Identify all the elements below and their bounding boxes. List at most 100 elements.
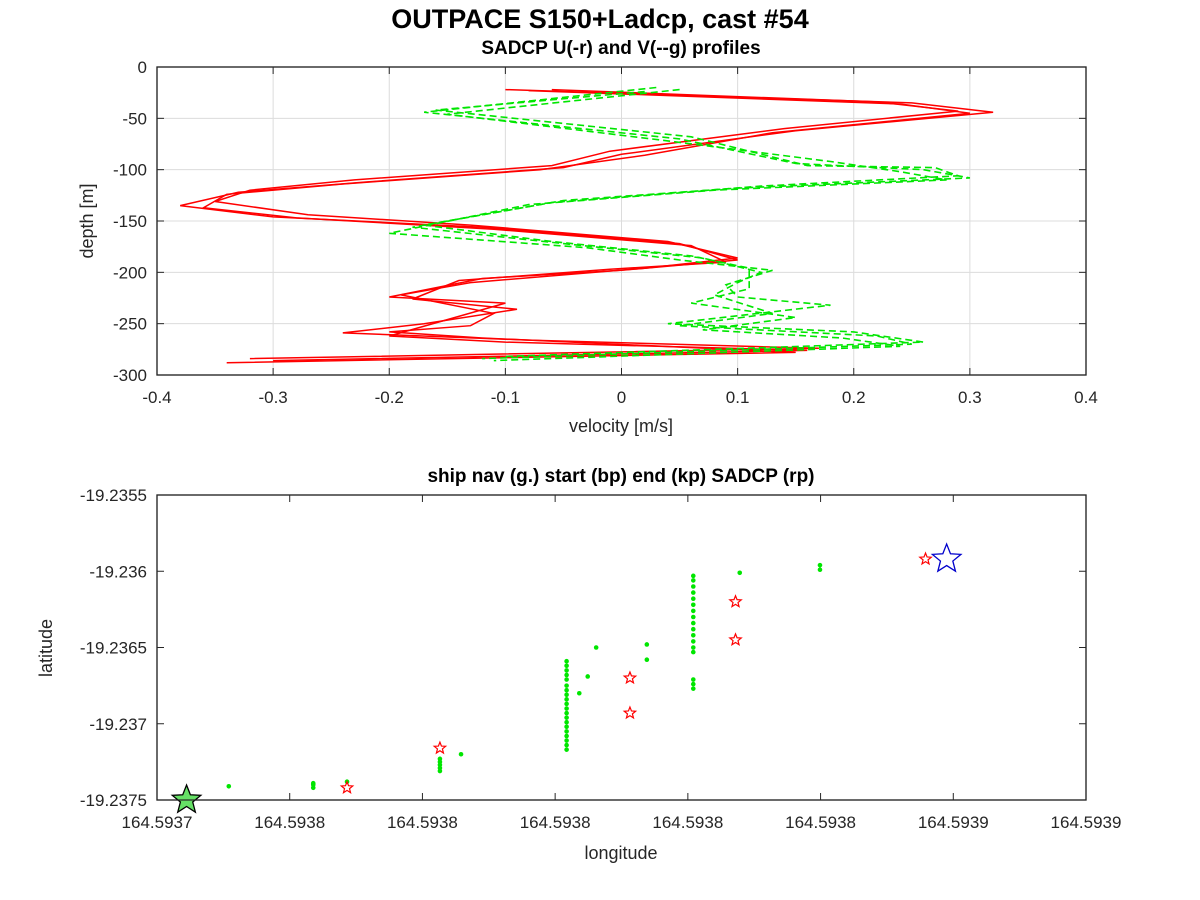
nav-ship-point [690, 584, 696, 589]
nav-ship-point [226, 783, 232, 789]
profile-x-tick-label: 0.1 [726, 388, 750, 407]
nav-ship-point [564, 710, 569, 716]
nav-sadcp-star [918, 551, 933, 566]
profile-x-tick-label: -0.4 [142, 388, 171, 407]
nav-ship-point [564, 733, 569, 739]
nav-y-tick-label: -19.236 [89, 562, 147, 581]
nav-ship-point [310, 785, 316, 791]
nav-ship-point [817, 567, 823, 573]
nav-x-ticks: 164.5937 164.5938 164.5938 164.5938 164.5938… [122, 495, 1122, 832]
nav-ship-point [690, 614, 696, 620]
nav-ship-point [564, 672, 569, 678]
nav-x-tick-label: 164.5938 [652, 813, 723, 832]
nav-ship-point [690, 620, 696, 626]
nav-ship-point [564, 719, 569, 725]
nav-ship-point [690, 645, 696, 650]
nav-ship-point [564, 692, 569, 698]
profile-y-tick-label: -100 [113, 161, 147, 180]
nav-y-tick-label: -19.2355 [80, 486, 147, 505]
profile-u-line [201, 89, 970, 360]
nav-y-tick-label: -19.2365 [80, 639, 147, 658]
nav-ship-point [690, 608, 696, 614]
nav-ship-point [564, 738, 569, 743]
nav-x-tick-label: 164.5938 [254, 813, 325, 832]
nav-sadcp-star [339, 780, 355, 794]
profile-v-line [423, 90, 959, 362]
profile-x-tick-label: 0.4 [1074, 388, 1098, 407]
profile-v-line [389, 88, 947, 358]
nav-ship-point [690, 639, 696, 644]
nav-ship-point [593, 645, 599, 650]
profile-x-tick-label: 0.3 [958, 388, 982, 407]
nav-y-tick-label: -19.2375 [80, 791, 147, 810]
nav-ship-point [690, 596, 696, 601]
nav-y-axis-label: latitude [36, 619, 56, 677]
nav-ship-point [817, 562, 823, 568]
nav-ship-point [585, 674, 591, 679]
profile-x-tick-label: -0.3 [258, 388, 287, 407]
nav-sadcp-star [728, 594, 743, 608]
nav-x-axis-label: longitude [584, 843, 657, 863]
nav-x-tick-label: 164.5939 [1051, 813, 1122, 832]
nav-end-star [170, 783, 203, 814]
nav-sadcp-star [728, 632, 743, 647]
profile-y-tick-label: -250 [113, 315, 147, 334]
nav-ship-point [564, 663, 569, 669]
nav-y-ticks: -19.2355 -19.236 -19.2365 -19.237 -19.2375 [80, 486, 1086, 810]
nav-x-tick-label: 164.5939 [918, 813, 989, 832]
nav-x-tick-label: 164.5938 [387, 813, 458, 832]
nav-ship-point [690, 649, 696, 655]
nav-ship-point [564, 687, 569, 693]
nav-ship-point [564, 729, 569, 734]
profile-x-tick-label: -0.1 [491, 388, 520, 407]
nav-plot-title: ship nav (g.) start (bp) end (kp) SADCP … [427, 466, 814, 487]
nav-ship-point [564, 724, 569, 730]
nav-plot-area [156, 494, 1087, 801]
profile-y-tick-label: -200 [113, 263, 147, 282]
nav-ship-point [564, 701, 569, 707]
profile-x-tick-label: 0.2 [842, 388, 866, 407]
nav-ship-point [564, 668, 569, 673]
nav-ship-point [437, 768, 443, 774]
nav-sadcp-star [622, 705, 638, 720]
profile-y-axis-label: depth [m] [77, 183, 97, 258]
nav-series [170, 542, 963, 814]
nav-sadcp-star [622, 670, 638, 685]
nav-ship-point [737, 570, 743, 576]
nav-x-tick-label: 164.5937 [122, 813, 193, 832]
nav-ship-point [690, 681, 696, 687]
figure-suptitle: OUTPACE S150+Ladcp, cast #54 [391, 4, 808, 34]
profile-plot: SADCP U(-r) and V(--g) profiles -0.4 -0.3… [77, 38, 1098, 436]
nav-ship-point [564, 683, 569, 688]
nav-plot: ship nav (g.) start (bp) end (kp) SADCP … [36, 466, 1121, 863]
nav-ship-point [564, 742, 569, 748]
profile-plot-title: SADCP U(-r) and V(--g) profiles [481, 38, 760, 59]
profile-y-tick-label: -300 [113, 366, 147, 385]
nav-ship-point [564, 677, 569, 682]
profile-x-ticks: -0.4 -0.3 -0.2 -0.1 0 0.1 0.2 0.3 0.4 [142, 67, 1098, 407]
nav-ship-point [644, 657, 650, 662]
nav-ship-point [690, 626, 696, 632]
nav-ship-point [564, 697, 569, 702]
nav-ship-point [690, 633, 696, 638]
nav-ship-point [690, 602, 696, 608]
nav-x-tick-label: 164.5938 [520, 813, 591, 832]
nav-y-tick-label: -19.237 [89, 715, 147, 734]
nav-ship-point [690, 578, 696, 583]
nav-ship-point [644, 642, 650, 647]
nav-ship-point [564, 706, 569, 711]
profile-x-tick-label: 0 [617, 388, 626, 407]
nav-ship-point [564, 747, 569, 752]
nav-ship-point [690, 573, 696, 579]
profile-x-axis-label: velocity [m/s] [569, 416, 673, 436]
profile-series [180, 86, 994, 364]
profile-y-tick-label: 0 [138, 58, 147, 77]
nav-ship-point [458, 751, 464, 757]
profile-x-tick-label: -0.2 [375, 388, 404, 407]
profile-y-tick-label: -50 [122, 109, 147, 128]
nav-ship-point [690, 590, 696, 595]
nav-start-star [930, 542, 963, 573]
nav-ship-point [690, 686, 696, 691]
profile-u-line [180, 88, 994, 362]
